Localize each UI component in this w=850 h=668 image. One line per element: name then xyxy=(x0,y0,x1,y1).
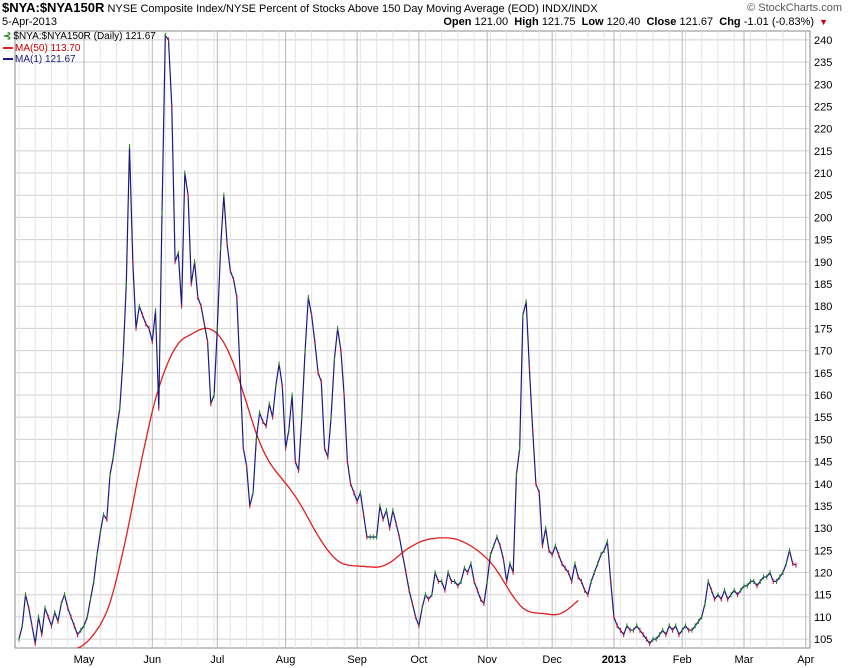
y-tick-label: 225 xyxy=(814,101,832,113)
chart-title: $NYA:$NYA150R NYSE Composite Index/NYSE … xyxy=(2,1,598,16)
legend-ma1: MA(1) 121.67 xyxy=(3,54,76,66)
y-tick-label: 140 xyxy=(814,479,832,491)
chg-label: Chg xyxy=(719,16,741,28)
y-tick-label: 155 xyxy=(814,412,832,424)
x-tick-label: Nov xyxy=(477,654,497,666)
x-tick-label: Feb xyxy=(673,654,692,666)
y-tick-label: 215 xyxy=(814,146,832,158)
y-tick-label: 235 xyxy=(814,57,832,69)
x-tick-label: Dec xyxy=(542,654,562,666)
y-tick-label: 165 xyxy=(814,368,832,380)
low-value: 120.40 xyxy=(606,16,641,28)
high-label: High xyxy=(514,16,539,28)
legend-ma50: MA(50) 113.70 xyxy=(3,43,80,55)
open-label: Open xyxy=(443,16,472,28)
ohlc-bar-icon: ⊰ xyxy=(3,31,12,42)
x-tick-label: Apr xyxy=(797,654,814,666)
y-tick-label: 195 xyxy=(814,235,832,247)
y-tick-label: 185 xyxy=(814,279,832,291)
high-value: 121.75 xyxy=(541,16,576,28)
y-tick-label: 145 xyxy=(814,457,832,469)
y-tick-label: 160 xyxy=(814,390,832,402)
symbol-label: $NYA:$NYA150R xyxy=(2,0,105,15)
x-tick-label: Aug xyxy=(276,654,296,666)
x-tick-label: May xyxy=(74,654,95,666)
y-tick-label: 220 xyxy=(814,124,832,136)
y-tick-label: 120 xyxy=(814,568,832,580)
index-description: NYSE Composite Index/NYSE Percent of Sto… xyxy=(107,3,539,15)
y-tick-label: 150 xyxy=(814,434,832,446)
plot-frame xyxy=(14,30,811,649)
y-tick-label: 205 xyxy=(814,190,832,202)
low-label: Low xyxy=(581,16,604,28)
chart-date: 5-Apr-2013 xyxy=(2,16,58,28)
y-tick-label: 210 xyxy=(814,168,832,180)
x-tick-label: Mar xyxy=(735,654,754,666)
y-tick-label: 135 xyxy=(814,501,832,513)
legend-price: ⊰ $NYA:$NYA150R (Daily) 121.67 xyxy=(3,31,156,43)
y-tick-label: 105 xyxy=(814,634,832,646)
x-tick-label: Jul xyxy=(210,654,224,666)
x-tick-label: Sep xyxy=(347,654,367,666)
close-label: Close xyxy=(646,16,677,28)
y-tick-label: 230 xyxy=(814,79,832,91)
y-tick-label: 130 xyxy=(814,523,832,535)
y-tick-label: 170 xyxy=(814,346,832,358)
y-tick-label: 115 xyxy=(814,590,832,602)
legend-price-label: $NYA:$NYA150R (Daily) 121.67 xyxy=(13,31,156,42)
chg-value: -1.01 (-0.83%) xyxy=(743,16,815,28)
down-arrow-icon: ▼ xyxy=(819,17,828,27)
ma50-line xyxy=(77,327,579,649)
y-tick-label: 180 xyxy=(814,301,832,313)
ma1-swatch xyxy=(3,58,13,61)
y-tick-label: 190 xyxy=(814,257,832,269)
open-value: 121.00 xyxy=(474,16,509,28)
exchange-label: INDX/INDX xyxy=(541,3,598,15)
ma50-swatch xyxy=(3,47,13,50)
x-tick-label: Jun xyxy=(143,654,161,666)
close-value: 121.67 xyxy=(679,16,714,28)
x-tick-label: 2013 xyxy=(602,654,626,666)
price-line xyxy=(18,33,797,645)
y-tick-label: 110 xyxy=(814,612,832,624)
y-tick-label: 200 xyxy=(814,212,832,224)
x-tick-label: Oct xyxy=(410,654,427,666)
legend-ma50-label: MA(50) 113.70 xyxy=(15,43,81,54)
ohlc-readout: Open 121.00 High 121.75 Low 120.40 Close… xyxy=(443,16,828,29)
brand-watermark[interactable]: © StockCharts.com xyxy=(747,2,842,14)
y-tick-label: 125 xyxy=(814,545,832,557)
legend-ma1-label: MA(1) 121.67 xyxy=(15,54,76,65)
y-tick-label: 175 xyxy=(814,323,832,335)
y-tick-label: 240 xyxy=(814,35,832,47)
